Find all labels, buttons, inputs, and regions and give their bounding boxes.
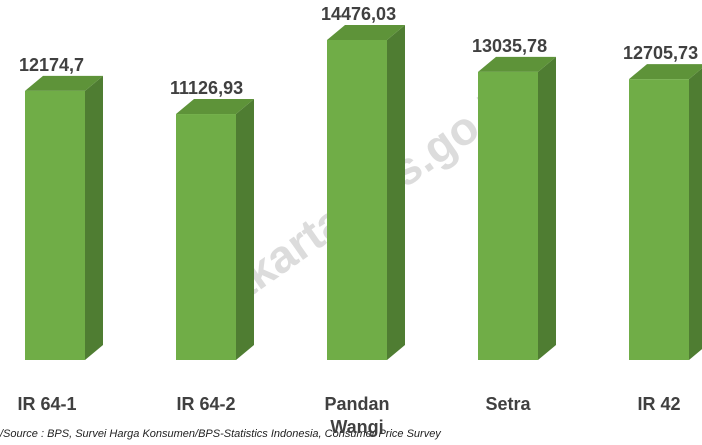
bar-top [629,64,702,80]
value-label: 12174,7 [19,55,84,75]
x-tick-label: IR 42 [637,394,681,414]
bar [629,79,689,360]
bar-side [538,56,556,360]
bar-top [176,99,254,115]
bar [25,90,85,360]
bar-side [387,25,405,360]
x-tick-label: Setra [485,394,531,414]
bar [327,40,387,360]
bar-side [85,75,103,360]
value-label: 13035,78 [472,36,547,56]
bar-top [25,75,103,91]
value-label: 14476,03 [321,4,396,24]
x-tick-label: Pandan Wangi [324,394,390,437]
bar-side [236,99,254,360]
bar-top [478,56,556,72]
bar [176,114,236,360]
x-tick-label: IR 64-1 [17,394,77,414]
bar-top [327,25,405,40]
value-label: 11126,93 [170,78,243,98]
x-tick-label: IR 64-2 [176,394,236,414]
bar [478,71,538,360]
source: /Source : BPS, Survei Harga Konsumen/BPS… [0,428,442,440]
bar-side [689,68,702,360]
value-label: 12705,73 [623,43,698,63]
